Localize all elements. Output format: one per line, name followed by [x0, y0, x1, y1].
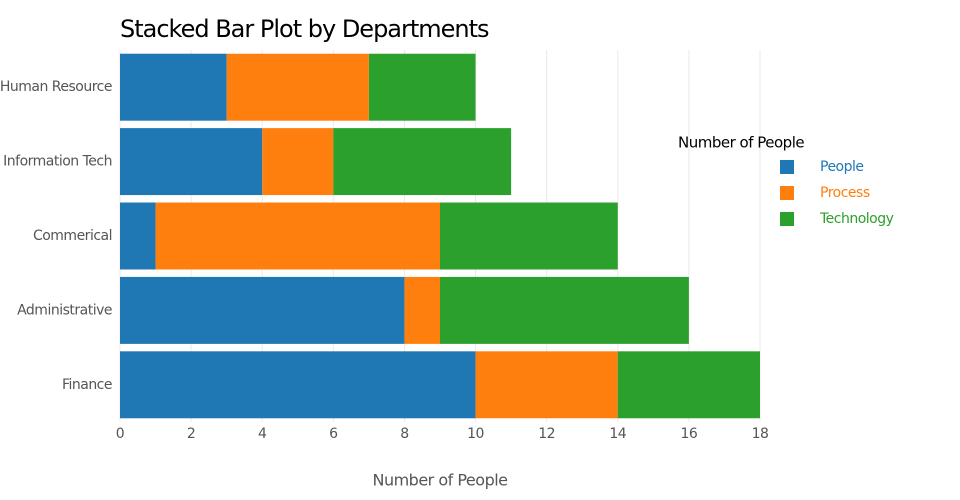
bar-segment [120, 128, 263, 196]
x-tick-label: 12 [538, 426, 555, 442]
bar-segment [440, 202, 618, 270]
legend-swatch [780, 186, 794, 200]
y-tick-label: Administrative [17, 302, 112, 318]
y-tick-label: Information Tech [3, 154, 112, 170]
legend-title: Number of People [678, 134, 804, 152]
x-tick-label: 16 [680, 426, 697, 442]
x-tick-label: 8 [400, 426, 408, 442]
y-tick-label: Human Resource [0, 79, 112, 95]
x-tick-label: 6 [329, 426, 338, 442]
y-tick-label: Commerical [33, 228, 112, 244]
x-tick-label: 14 [609, 426, 626, 442]
bar-segment [404, 276, 440, 344]
x-axis-label: Number of People [372, 471, 507, 490]
bar-segment [120, 276, 405, 344]
bar-segment [333, 128, 512, 196]
legend-label: Technology [819, 211, 894, 227]
x-tick-label: 2 [187, 426, 195, 442]
bar-segment [226, 53, 369, 121]
bars: Human Resource Information Tech Commerical… [0, 53, 760, 419]
bar-segment [368, 53, 476, 121]
legend-swatch [780, 160, 794, 174]
legend: Number of People People Process Technology [678, 134, 894, 228]
x-tick-label: 18 [752, 426, 769, 442]
bar-segment [120, 351, 476, 419]
bar-segment [617, 351, 760, 419]
bar-segment [475, 351, 618, 419]
legend-label: Process [820, 185, 870, 201]
bar-segment [440, 276, 689, 344]
legend-label: People [820, 159, 864, 175]
x-tick-label: 4 [258, 426, 267, 442]
x-tick-label: 0 [116, 426, 124, 442]
bar-segment [155, 202, 441, 270]
bar-segment [262, 128, 334, 196]
chart-title: Stacked Bar Plot by Departments [120, 15, 489, 43]
legend-swatch [780, 212, 794, 226]
bar-segment [120, 202, 156, 270]
y-tick-label: Finance [62, 377, 112, 393]
x-tick-label: 10 [467, 426, 484, 442]
bar-segment [120, 53, 227, 121]
